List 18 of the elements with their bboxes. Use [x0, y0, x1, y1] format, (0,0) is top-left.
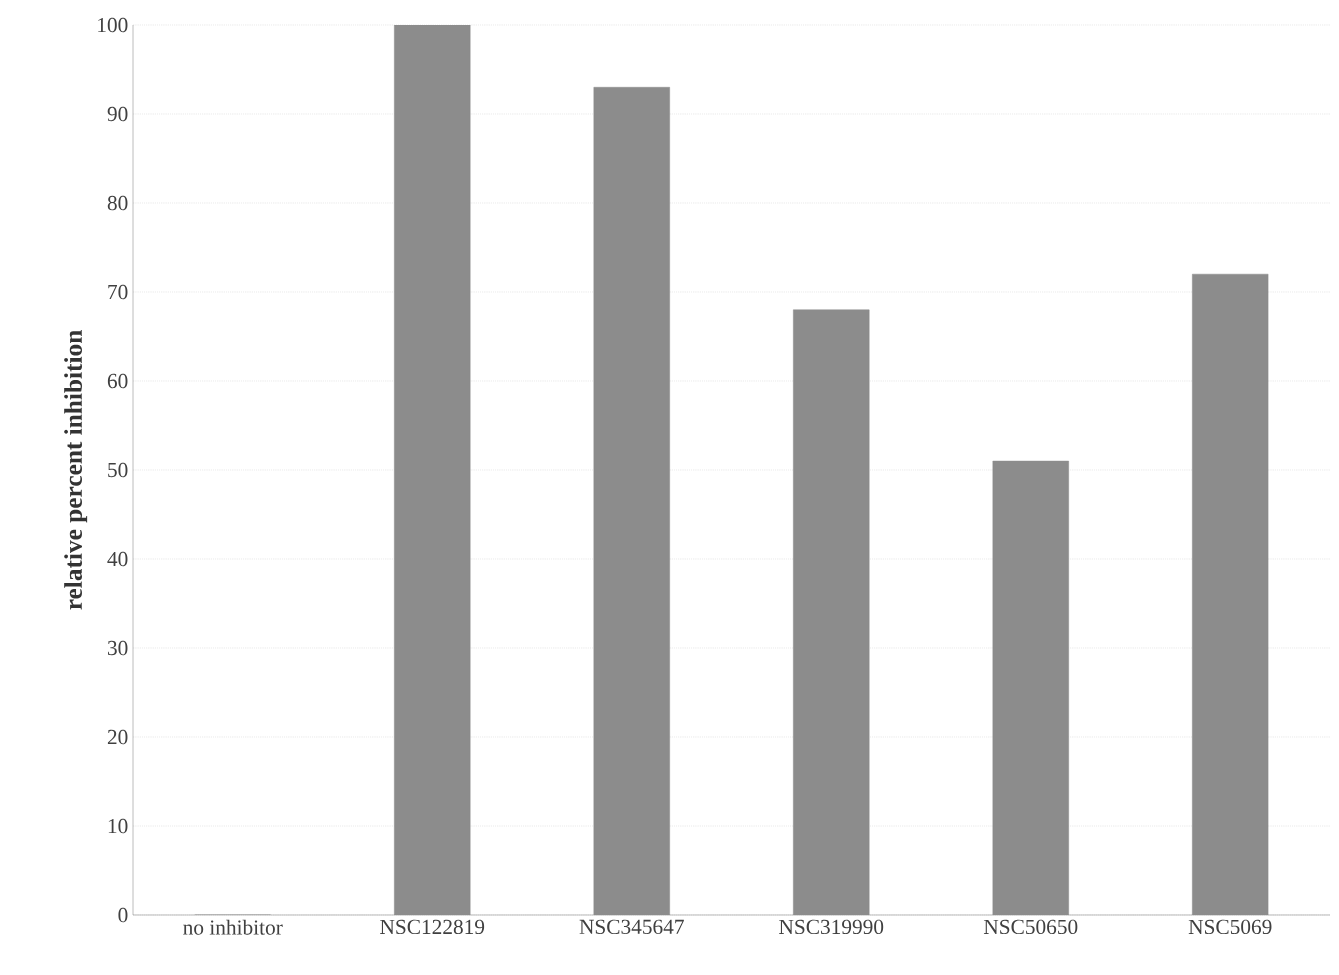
x-tick-label: NSC319990 — [779, 919, 884, 935]
x-tick-label: no inhibitor — [183, 919, 283, 935]
x-tick-label: NSC122819 — [380, 919, 485, 935]
x-tick-label: NSC5069 — [1188, 919, 1272, 935]
y-tick-label: 70 — [108, 284, 128, 300]
y-tick-label: 60 — [107, 373, 128, 389]
y-tick-label: 50 — [108, 462, 128, 478]
y-tick-label: 10 — [108, 818, 128, 834]
x-tick-label: NSC50650 — [983, 919, 1078, 935]
y-tick-label: 80 — [107, 195, 128, 211]
y-tick-label: 40 — [107, 551, 128, 567]
y-axis-title: relative percent inhibition — [64, 330, 88, 610]
y-tick-label: 20 — [107, 729, 128, 745]
x-tick-label: NSC345647 — [579, 919, 684, 935]
y-tick-label: 30 — [107, 640, 128, 656]
y-tick-label: 90 — [107, 106, 128, 122]
y-tick-label: 0 — [118, 907, 128, 923]
y-tick-label: 100 — [98, 17, 128, 33]
